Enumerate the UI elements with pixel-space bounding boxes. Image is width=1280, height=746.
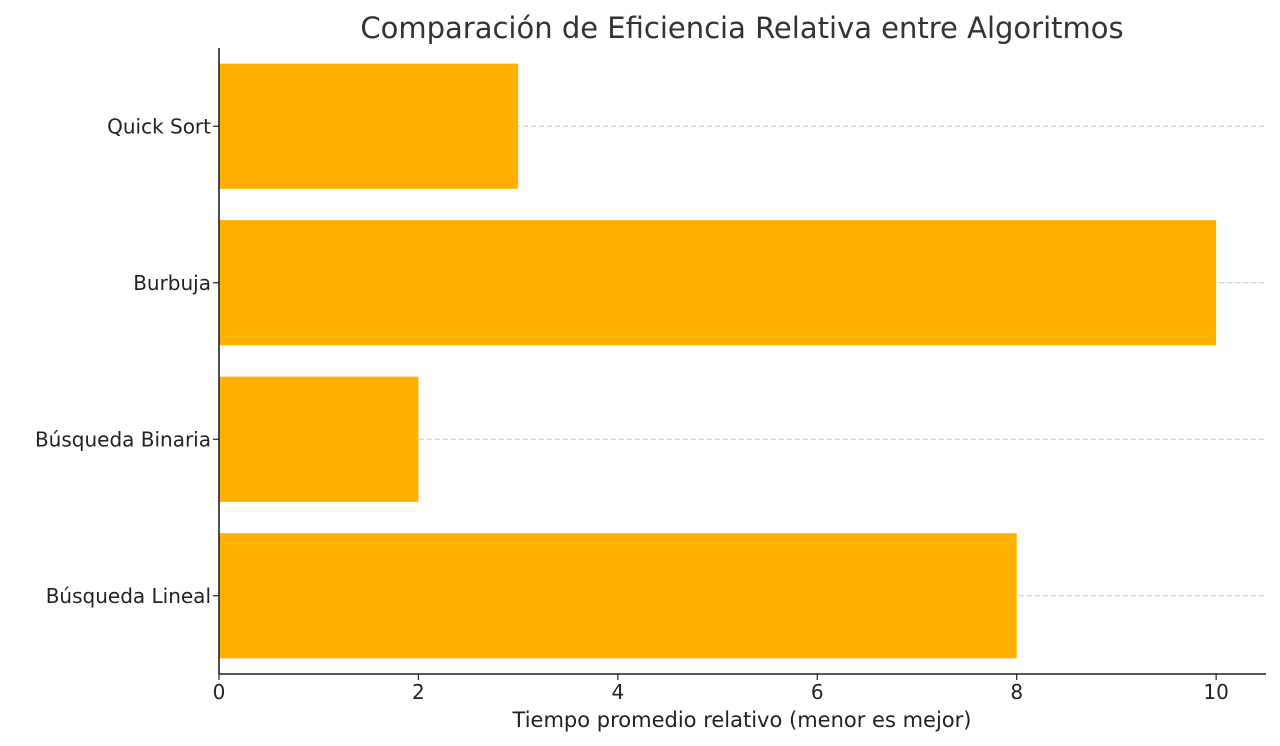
axes — [218, 48, 1266, 675]
x-tick-label: 8 — [1010, 680, 1023, 704]
y-tick-labels: Búsqueda Lineal Búsqueda Binaria Burbuja Qu… — [35, 114, 219, 608]
bar — [219, 376, 419, 502]
x-tick-label: 4 — [611, 680, 624, 704]
bar — [219, 220, 1217, 346]
bar — [219, 533, 1017, 659]
x-tick-label: 0 — [213, 680, 226, 704]
y-tick-label: Burbuja — [133, 271, 211, 295]
y-tick-label: Búsqueda Binaria — [35, 427, 211, 451]
x-axis-title: Tiempo promedio relativo (menor es mejor… — [512, 708, 972, 732]
grid-lines — [219, 125, 1266, 597]
x-tick-label: 10 — [1203, 680, 1228, 704]
bars — [219, 63, 1217, 659]
y-tick-label: Búsqueda Lineal — [46, 584, 211, 608]
bar — [219, 63, 519, 189]
x-tick-label: 2 — [412, 680, 425, 704]
x-tick-labels: 0 2 4 6 8 10 — [213, 674, 1229, 704]
chart-title: Comparación de Eficiencia Relativa entre… — [360, 11, 1123, 45]
x-tick-label: 6 — [811, 680, 824, 704]
y-tick-label: Quick Sort — [107, 114, 211, 138]
